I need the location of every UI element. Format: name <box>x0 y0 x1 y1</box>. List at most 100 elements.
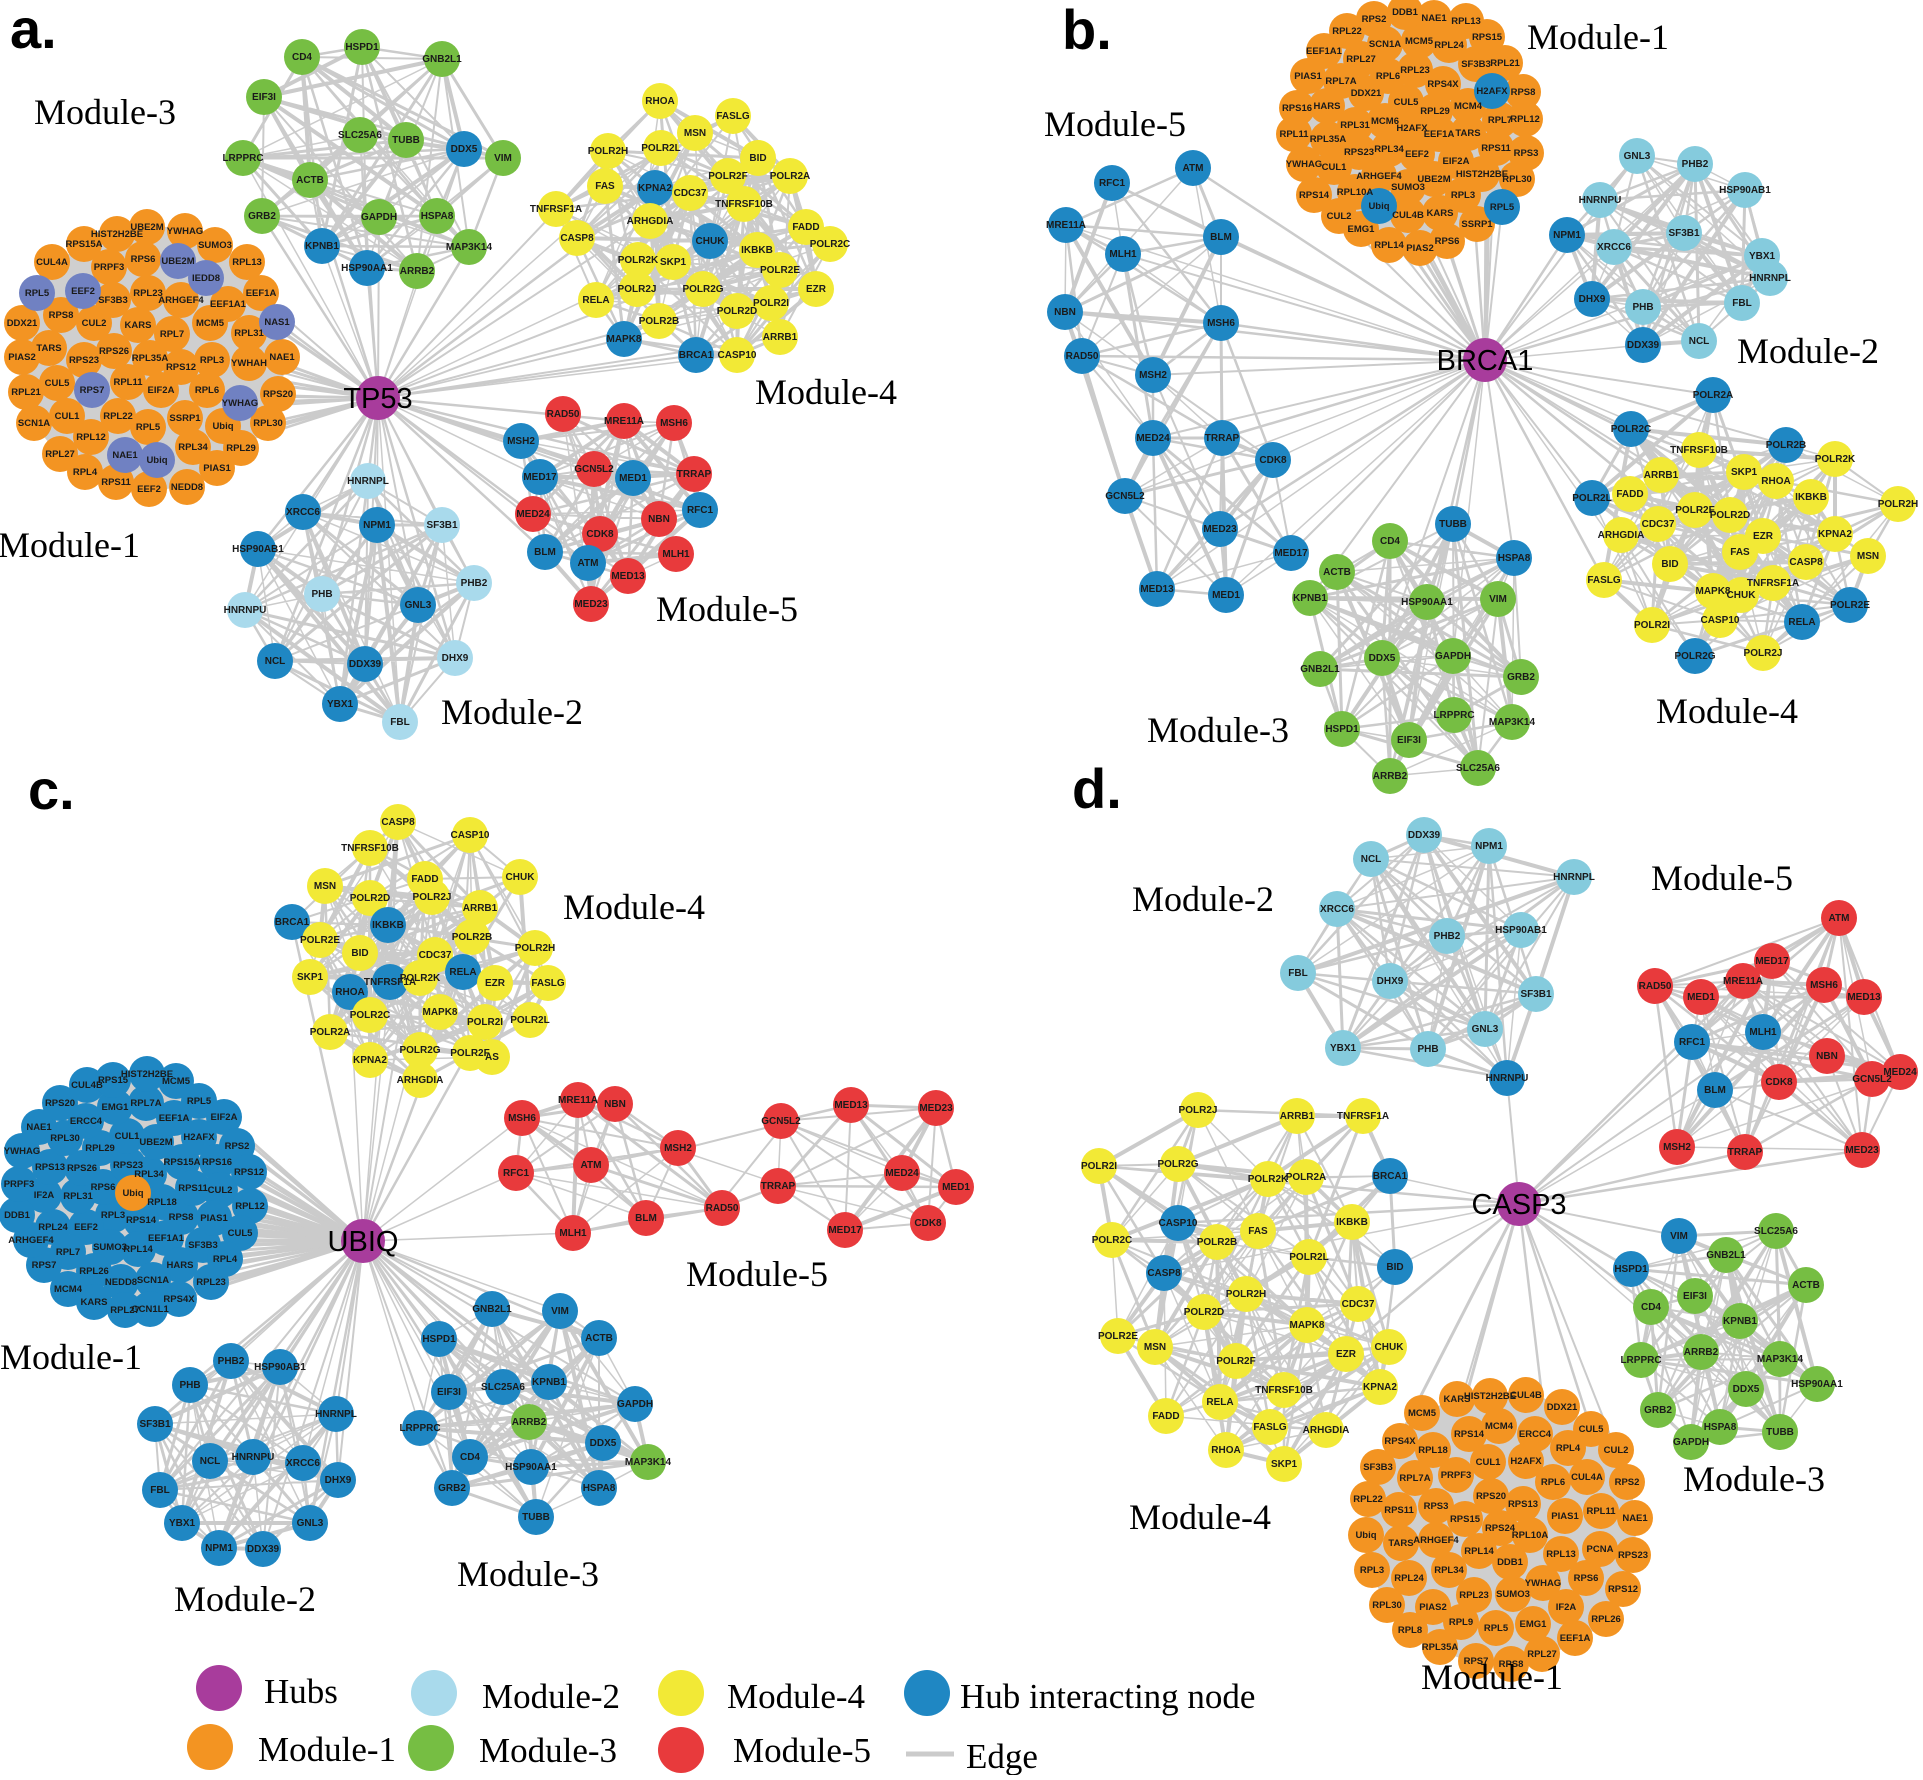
svg-text:CASP3: CASP3 <box>1471 1189 1566 1221</box>
svg-text:VIM: VIM <box>551 1306 569 1317</box>
svg-text:PHB2: PHB2 <box>218 1356 245 1367</box>
svg-text:RPS2: RPS2 <box>1362 14 1387 25</box>
svg-text:RFC1: RFC1 <box>1099 178 1126 189</box>
svg-text:POLR2B: POLR2B <box>1766 440 1807 451</box>
svg-text:GAPDH: GAPDH <box>1673 1437 1709 1448</box>
svg-text:YBX1: YBX1 <box>1330 1043 1357 1054</box>
svg-text:GNL3: GNL3 <box>1472 1024 1499 1035</box>
svg-text:KPNA2: KPNA2 <box>638 183 672 194</box>
svg-text:RFC1: RFC1 <box>687 505 714 516</box>
svg-text:KPNB1: KPNB1 <box>532 1377 566 1388</box>
svg-text:KPNA2: KPNA2 <box>1363 1382 1397 1393</box>
svg-text:YWHAG: YWHAG <box>1286 159 1322 170</box>
svg-text:POLR2G: POLR2G <box>682 284 723 295</box>
svg-text:DDB1: DDB1 <box>1392 7 1419 18</box>
svg-text:ARHGDIA: ARHGDIA <box>627 216 674 227</box>
svg-text:KARS: KARS <box>1444 1394 1471 1405</box>
svg-text:RFC1: RFC1 <box>1679 1037 1706 1048</box>
svg-text:RPL9: RPL9 <box>1449 1617 1473 1628</box>
svg-text:RPS24: RPS24 <box>1485 1523 1516 1534</box>
svg-text:POLR2A: POLR2A <box>1286 1172 1327 1183</box>
svg-text:RPS12: RPS12 <box>166 362 196 373</box>
svg-text:RPL23: RPL23 <box>1459 1590 1489 1601</box>
svg-text:BRCA1: BRCA1 <box>1373 1171 1408 1182</box>
svg-text:RPS15: RPS15 <box>98 1075 129 1086</box>
svg-text:CUL2: CUL2 <box>1604 1445 1629 1456</box>
svg-text:HIST2H2BE: HIST2H2BE <box>1456 169 1508 180</box>
svg-text:DDX39: DDX39 <box>349 659 382 670</box>
svg-text:POLR2F: POLR2F <box>708 171 747 182</box>
svg-text:RPL11: RPL11 <box>113 377 143 388</box>
svg-text:TNFRSF10B: TNFRSF10B <box>1670 445 1728 456</box>
svg-text:Module-2: Module-2 <box>482 1677 620 1716</box>
svg-text:YWHAG: YWHAG <box>222 398 258 409</box>
svg-text:FBL: FBL <box>390 717 409 728</box>
svg-text:RPS23: RPS23 <box>1618 1550 1648 1561</box>
svg-text:TNFRSF1A: TNFRSF1A <box>364 977 416 988</box>
svg-text:UBE2M: UBE2M <box>130 222 163 233</box>
svg-text:RHOA: RHOA <box>1211 1445 1240 1456</box>
svg-text:POLR2G: POLR2G <box>1157 1159 1198 1170</box>
svg-text:Module-4: Module-4 <box>1656 691 1798 731</box>
svg-text:MCM4: MCM4 <box>1454 101 1483 112</box>
svg-text:MED1: MED1 <box>1687 992 1715 1003</box>
svg-text:IF2A: IF2A <box>34 1190 55 1201</box>
svg-text:ARRB2: ARRB2 <box>400 266 435 277</box>
svg-text:RPL34: RPL34 <box>1434 1565 1464 1576</box>
svg-text:VIM: VIM <box>1489 594 1507 605</box>
svg-text:NAE1: NAE1 <box>26 1122 52 1133</box>
svg-text:POLR2E: POLR2E <box>300 935 340 946</box>
svg-text:GCN5L2: GCN5L2 <box>761 1116 801 1127</box>
svg-text:RPL30: RPL30 <box>1372 1600 1402 1611</box>
svg-text:DDX39: DDX39 <box>1408 830 1441 841</box>
svg-text:CUL2: CUL2 <box>82 318 107 329</box>
svg-text:YWHAG: YWHAG <box>4 1146 40 1157</box>
svg-text:POLR2D: POLR2D <box>1184 1307 1225 1318</box>
svg-text:HNRNPL: HNRNPL <box>347 476 389 487</box>
svg-text:POLR2A: POLR2A <box>1693 390 1734 401</box>
svg-text:RPL6: RPL6 <box>1541 1477 1565 1488</box>
svg-text:ATM: ATM <box>581 1160 602 1171</box>
svg-text:TUBB: TUBB <box>1766 1427 1794 1438</box>
svg-text:EIF3I: EIF3I <box>1397 735 1421 746</box>
svg-text:Hub interacting node: Hub interacting node <box>960 1677 1255 1716</box>
svg-text:HSP90AB1: HSP90AB1 <box>1719 185 1771 196</box>
svg-text:EMG1: EMG1 <box>1348 224 1376 235</box>
svg-text:KPNA2: KPNA2 <box>1818 529 1852 540</box>
svg-text:NBN: NBN <box>604 1099 626 1110</box>
svg-text:PHB2: PHB2 <box>461 578 488 589</box>
svg-text:MAP3K14: MAP3K14 <box>446 242 493 253</box>
svg-text:RPL3: RPL3 <box>101 1210 125 1221</box>
svg-text:RPL24: RPL24 <box>1434 40 1464 51</box>
svg-text:EEF1A1: EEF1A1 <box>210 299 247 310</box>
svg-text:PHB: PHB <box>1632 302 1653 313</box>
svg-text:RPL4: RPL4 <box>213 1254 238 1265</box>
svg-text:MCM4: MCM4 <box>54 1284 83 1295</box>
svg-text:XRCC6: XRCC6 <box>1597 242 1631 253</box>
svg-text:POLR2H: POLR2H <box>1878 499 1919 510</box>
svg-text:BID: BID <box>1661 559 1678 570</box>
svg-text:SF3B3: SF3B3 <box>1461 59 1491 70</box>
svg-text:RPL13: RPL13 <box>1546 1549 1576 1560</box>
svg-text:RPL23: RPL23 <box>1400 65 1430 76</box>
svg-text:RPL23: RPL23 <box>196 1277 226 1288</box>
svg-text:NBN: NBN <box>1816 1051 1838 1062</box>
svg-text:BLM: BLM <box>1704 1085 1726 1096</box>
svg-text:BLM: BLM <box>534 547 556 558</box>
svg-text:HNRNPL: HNRNPL <box>1749 273 1791 284</box>
svg-text:MLH1: MLH1 <box>1749 1027 1777 1038</box>
svg-text:RPL29: RPL29 <box>226 443 256 454</box>
svg-text:MED23: MED23 <box>1203 524 1237 535</box>
svg-text:YBX1: YBX1 <box>169 1518 196 1529</box>
svg-text:HSPA8: HSPA8 <box>1498 553 1531 564</box>
svg-text:RPS15: RPS15 <box>1472 32 1503 43</box>
svg-text:RPL27: RPL27 <box>1346 54 1376 65</box>
svg-text:EEF2: EEF2 <box>137 484 161 495</box>
svg-text:YWHAH: YWHAH <box>231 358 267 369</box>
svg-text:HNRNPU: HNRNPU <box>1579 195 1622 206</box>
svg-text:RPS16: RPS16 <box>202 1157 232 1168</box>
svg-text:RAD50: RAD50 <box>706 1203 739 1214</box>
svg-text:c.: c. <box>28 758 75 821</box>
svg-text:RHOA: RHOA <box>645 96 674 107</box>
svg-text:RPS12: RPS12 <box>1608 1584 1638 1595</box>
